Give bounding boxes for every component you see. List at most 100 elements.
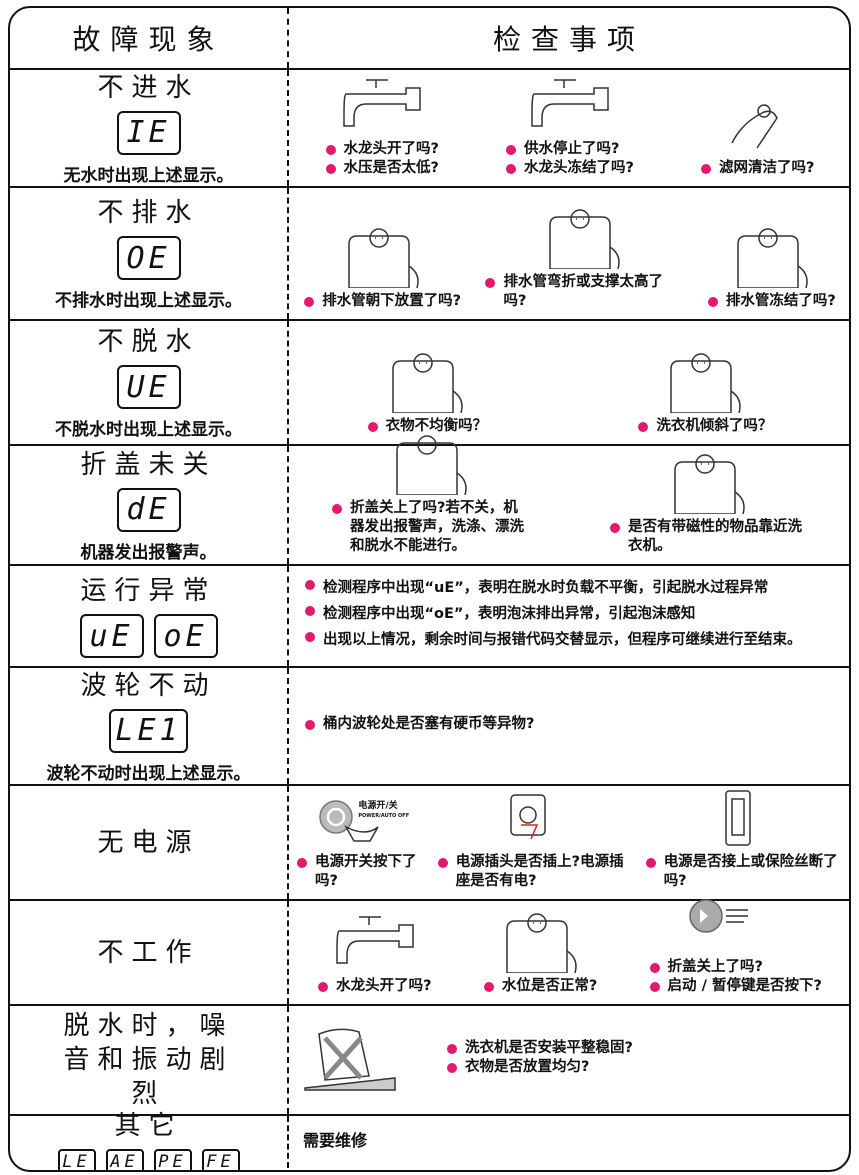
check-list: 检测程序中出现“uE”，表明在脱水时负载不平衡，引起脱水过程异常 检测程序中出现“…	[303, 575, 802, 653]
code-display: LE AE PE FE	[57, 1149, 240, 1170]
illustration	[731, 104, 778, 149]
symptom-note: 不排水时出现上述显示。	[55, 291, 242, 311]
trouble-row: 无电源 电源开/关 POWER/AUTO OFF 电源开关按下了吗? 电源插头是否插上?…	[10, 786, 849, 901]
illustration	[347, 228, 419, 289]
error-code: UE	[116, 365, 181, 409]
illustration	[531, 79, 609, 127]
button-label: 电源开/关 POWER/AUTO OFF	[358, 801, 409, 821]
check-item: 排水管弯折或支撑太高了吗?	[483, 273, 683, 311]
picture	[327, 226, 437, 292]
symptom-cell: 折盖未关 dE 机器发出报警声。	[10, 446, 287, 564]
check-group: 水龙头开了吗?	[316, 911, 432, 996]
illustration	[304, 1028, 396, 1091]
error-code: LE	[57, 1149, 96, 1170]
symptom-cell: 脱水时，噪音和振动剧烈	[10, 1006, 287, 1114]
picture	[680, 892, 790, 958]
illustration	[336, 916, 414, 964]
error-code: dE	[116, 487, 181, 532]
picture: 电源开/关 POWER/AUTO OFF	[306, 787, 416, 853]
illustration	[319, 800, 379, 842]
trouble-row: 不进水 IE 无水时出现上述显示。 水龙头开了吗? 水压是否太低? 供水停止了吗? 水龙头冻…	[10, 70, 849, 188]
code-display: UE	[116, 365, 181, 409]
check-item: 启动 / 暂停键是否按下?	[648, 977, 822, 996]
illustration	[725, 790, 752, 846]
header-row: 故障现象 检查事项	[10, 8, 849, 70]
check-group: 洗衣机是否安装平整稳固? 衣物是否放置均匀?	[445, 1039, 633, 1077]
check-list: 电源插头是否插上?电源插座是否有电?	[436, 853, 636, 891]
symptom-cell: 不工作	[10, 901, 287, 1004]
button-label-text: POWER/AUTO OFF	[358, 813, 410, 819]
trouble-row: 不工作 水龙头开了吗? 水位是否正常? 折盖关上了吗? 启动 / 暂停键是否按下?	[10, 899, 849, 1006]
check-item: 电源插头是否插上?电源插座是否有电?	[436, 853, 636, 891]
symptom: 不脱水	[97, 327, 200, 357]
check-list: 电源开关按下了吗?	[295, 853, 428, 891]
check-list: 供水停止了吗? 水龙头冻结了吗?	[504, 140, 634, 178]
header-checks: 检查事项	[287, 8, 849, 68]
symptom-note: 无水时出现上述显示。	[63, 165, 234, 186]
picture	[653, 452, 763, 518]
illustration	[670, 353, 742, 414]
check-list: 排水管弯折或支撑太高了吗?	[483, 273, 683, 311]
code-display: LE1	[109, 708, 188, 753]
symptom-note: 机器发出报警声。	[80, 542, 217, 563]
check-group: 折盖关上了吗?若不关，机器发出报警声，洗涤、漂洗和脱水不能进行。	[330, 433, 530, 556]
check-group: 供水停止了吗? 水龙头冻结了吗?	[504, 74, 634, 178]
symptom: 无电源	[97, 827, 200, 858]
illustration	[688, 899, 748, 933]
symptom-note: 波轮不动时出现上述显示。	[46, 763, 251, 784]
check-item: 桶内波轮处是否塞有硬币等异物?	[303, 715, 534, 734]
illustration	[549, 209, 621, 270]
picture	[702, 93, 812, 159]
symptom-cell: 不进水 IE 无水时出现上述显示。	[10, 70, 287, 186]
picture	[688, 787, 798, 853]
checks-cell: 检测程序中出现“uE”，表明在脱水时负载不平衡，引起脱水过程异常 检测程序中出现“…	[287, 566, 849, 666]
check-group: 排水管弯折或支撑太高了吗?	[483, 207, 683, 311]
check-item: 水龙头冻结了吗?	[504, 159, 634, 178]
check-list: 需要维修	[303, 1131, 367, 1150]
check-group: 检测程序中出现“uE”，表明在脱水时负载不平衡，引起脱水过程异常 检测程序中出现“…	[303, 575, 802, 653]
symptom: 运行异常	[80, 576, 217, 606]
symptom-cell: 运行异常 uE oE	[10, 566, 287, 666]
error-code: LE1	[109, 708, 188, 753]
checks-cell: 需要维修	[287, 1116, 849, 1168]
check-group: 电源开/关 POWER/AUTO OFF 电源开关按下了吗?	[295, 787, 428, 891]
checks-cell: 衣物不均衡吗？ 洗衣机倾斜了吗？	[287, 321, 849, 444]
check-group: 桶内波轮处是否塞有硬币等异物?	[303, 715, 534, 734]
check-list: 电源是否接上或保险丝断了吗?	[644, 853, 843, 891]
illustration	[737, 228, 808, 289]
check-item: 排水管朝下放置了吗?	[302, 292, 461, 311]
check-group: 电源插头是否插上?电源插座是否有电?	[436, 787, 636, 891]
check-group: 排水管冻结了吗?	[706, 226, 836, 311]
check-item: 排水管冻结了吗?	[706, 292, 836, 311]
header-symptom: 故障现象	[72, 23, 225, 56]
checks-cell: 桶内波轮处是否塞有硬币等异物?	[287, 668, 849, 784]
picture	[481, 787, 591, 853]
check-item: 需要维修	[303, 1130, 368, 1150]
check-group: 水位是否正常?	[482, 911, 597, 996]
symptom: 其它	[114, 1111, 183, 1141]
symptom-note: 不脱水时出现上述显示。	[55, 420, 242, 440]
checks-cell: 折盖关上了吗?若不关，机器发出报警声，洗涤、漂洗和脱水不能进行。 是否有带磁性的物…	[287, 435, 849, 564]
check-group: 衣物不均衡吗？	[366, 351, 487, 436]
symptom: 折盖未关	[80, 449, 217, 480]
check-item: 电源开关按下了吗?	[295, 853, 428, 891]
checks-cell: 电源开/关 POWER/AUTO OFF 电源开关按下了吗? 电源插头是否插上?电源插…	[287, 786, 849, 899]
error-code: OE	[116, 236, 181, 280]
check-group: 滤网清洁了吗?	[699, 93, 814, 178]
check-group: 洗衣机倾斜了吗？	[636, 351, 772, 436]
code-display: dE	[116, 487, 181, 532]
check-list: 衣物不均衡吗？	[366, 417, 487, 436]
picture	[319, 911, 429, 977]
check-list: 洗衣机倾斜了吗？	[636, 417, 772, 436]
check-list: 水位是否正常?	[482, 977, 597, 996]
check-list: 折盖关上了吗? 启动 / 暂停键是否按下?	[648, 958, 822, 996]
picture	[716, 226, 826, 292]
check-item: 水龙头开了吗?	[324, 140, 439, 159]
check-item: 出现以上情况，剩余时间与报错代码交替显示，但程序可继续进行至结束。	[303, 627, 802, 653]
check-item: 衣物是否放置均匀?	[445, 1058, 633, 1077]
symptom: 不排水	[97, 198, 200, 228]
check-group: 是否有带磁性的物品靠近洗衣机。	[608, 452, 808, 556]
check-list: 折盖关上了吗?若不关，机器发出报警声，洗涤、漂洗和脱水不能进行。	[330, 499, 530, 556]
check-list: 排水管冻结了吗?	[706, 292, 836, 311]
error-code: oE	[153, 614, 218, 658]
